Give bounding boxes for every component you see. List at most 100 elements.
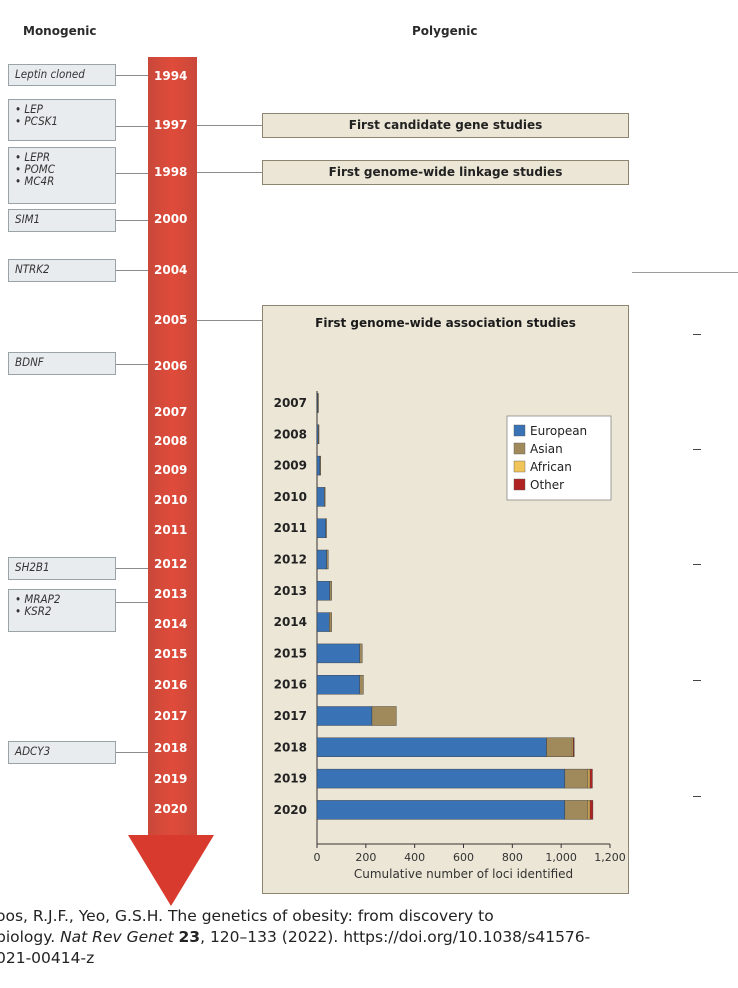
connector-linkage	[197, 172, 262, 173]
gene-connector	[116, 75, 148, 76]
year-label: 2018	[154, 741, 188, 755]
legend-swatch	[513, 424, 526, 437]
gene-box: NTRK2	[8, 259, 116, 282]
legend-swatch	[513, 442, 526, 455]
gene-box: Leptin cloned	[8, 64, 116, 86]
timeline-arrowhead	[128, 835, 214, 906]
citation-line2a: biology.	[0, 928, 61, 946]
right-tick-4	[693, 680, 701, 681]
monogenic-header: Monogenic	[23, 24, 97, 38]
x-tick-label: 600	[453, 851, 474, 864]
right-tick-5	[693, 796, 701, 797]
citation-line3: 021-00414-z	[0, 949, 95, 967]
bar-segment-european	[316, 612, 330, 632]
connector-candidate	[197, 125, 262, 126]
bar-segment-european	[316, 800, 566, 820]
gene-name: • POMC	[15, 162, 55, 176]
gwas-panel: First genome-wide association studies 0 2…	[262, 305, 629, 894]
year-label: 2014	[154, 617, 188, 631]
x-tick-label: 1,000	[545, 851, 577, 864]
gene-connector	[116, 220, 148, 221]
gene-box: • LEPR • POMC • MC4R	[8, 147, 116, 204]
year-label: 2017	[154, 709, 188, 723]
y-tick-label: 2010	[274, 490, 307, 504]
right-tick-2	[693, 449, 701, 450]
gene-box: • LEP • PCSK1	[8, 99, 116, 141]
citation-journal: Nat Rev Genet	[60, 928, 174, 946]
bar-segment-african	[587, 800, 591, 820]
bar-segment-asian	[371, 706, 397, 726]
bar-segment-european	[316, 518, 326, 538]
x-tick-label: 1,200	[594, 851, 626, 864]
y-tick-label: 2020	[274, 803, 307, 817]
bar-segment-other	[573, 737, 575, 757]
legend-label: African	[530, 460, 572, 474]
year-label: 2011	[154, 523, 188, 537]
y-tick-label: 2013	[274, 584, 307, 598]
gene-connector	[116, 568, 148, 569]
gwas-title: First genome-wide association studies	[315, 316, 576, 330]
legend-swatch	[513, 460, 526, 473]
x-axis-label: Cumulative number of loci identified	[354, 867, 573, 881]
year-label: 2004	[154, 263, 188, 277]
gene-name: NTRK2	[15, 262, 50, 276]
bar-segment-european	[316, 737, 547, 757]
bar-segment-european	[316, 549, 327, 570]
year-label: 2007	[154, 405, 188, 419]
gene-name: BDNF	[15, 355, 44, 369]
right-tick-1	[693, 334, 701, 335]
year-label: 2010	[154, 493, 188, 507]
year-label: 2016	[154, 678, 188, 692]
bar-segment-asian	[359, 643, 363, 664]
bar-segment-asian	[325, 518, 327, 538]
y-tick-label: 2009	[274, 459, 307, 473]
year-label: 2015	[154, 647, 188, 661]
citation-line2b: , 120–133 (2022). https://doi.org/10.103…	[200, 928, 591, 946]
timeline-shaft	[148, 57, 197, 835]
bar-segment-asian	[326, 549, 329, 570]
gene-name: Leptin cloned	[15, 67, 85, 81]
legend-label: European	[530, 424, 587, 438]
linkage-study-box: First genome-wide linkage studies	[262, 160, 629, 185]
y-tick-label: 2011	[274, 521, 307, 535]
legend-label: Asian	[530, 442, 563, 456]
y-tick-label: 2017	[274, 709, 307, 723]
bar-segment-asian	[564, 768, 589, 789]
gene-box: SH2B1	[8, 557, 116, 580]
gene-name: • MRAP2	[15, 592, 61, 606]
citation-volume: 23	[178, 928, 201, 946]
year-label: 2009	[154, 463, 188, 477]
y-tick-label: 2019	[274, 772, 307, 786]
bar-segment-european	[316, 675, 360, 695]
bar-segment-european	[316, 455, 321, 476]
bar-segment-european	[316, 581, 330, 601]
connector-gwas	[197, 320, 262, 321]
gene-box: BDNF	[8, 352, 116, 375]
year-label: 2019	[154, 772, 188, 786]
gene-name: • MC4R	[15, 174, 55, 188]
bar-segment-asian	[329, 612, 332, 632]
y-tick-label: 2008	[274, 427, 307, 441]
bar-segment-asian	[319, 455, 321, 476]
bar-segment-asian	[317, 393, 319, 413]
year-label: 1997	[154, 118, 188, 132]
y-tick-label: 2014	[274, 615, 307, 629]
year-label: 1998	[154, 165, 188, 179]
gene-connector	[116, 364, 148, 365]
citation: oos, R.J.F., Yeo, G.S.H. The genetics of…	[0, 906, 738, 969]
gene-name: • KSR2	[15, 604, 52, 618]
y-tick-label: 2012	[274, 553, 307, 567]
year-label: 2000	[154, 212, 188, 226]
gene-box: SIM1	[8, 209, 116, 232]
gene-name: SIM1	[15, 212, 41, 226]
gene-box: • MRAP2 • KSR2	[8, 589, 116, 632]
y-tick-label: 2007	[274, 396, 307, 410]
gene-name: • LEP	[15, 102, 43, 116]
gene-connector	[116, 173, 148, 174]
year-label: 2013	[154, 587, 188, 601]
year-label: 2006	[154, 359, 188, 373]
bar-segment-asian	[546, 737, 573, 757]
gene-connector	[116, 126, 148, 127]
gene-box: ADCY3	[8, 741, 116, 764]
